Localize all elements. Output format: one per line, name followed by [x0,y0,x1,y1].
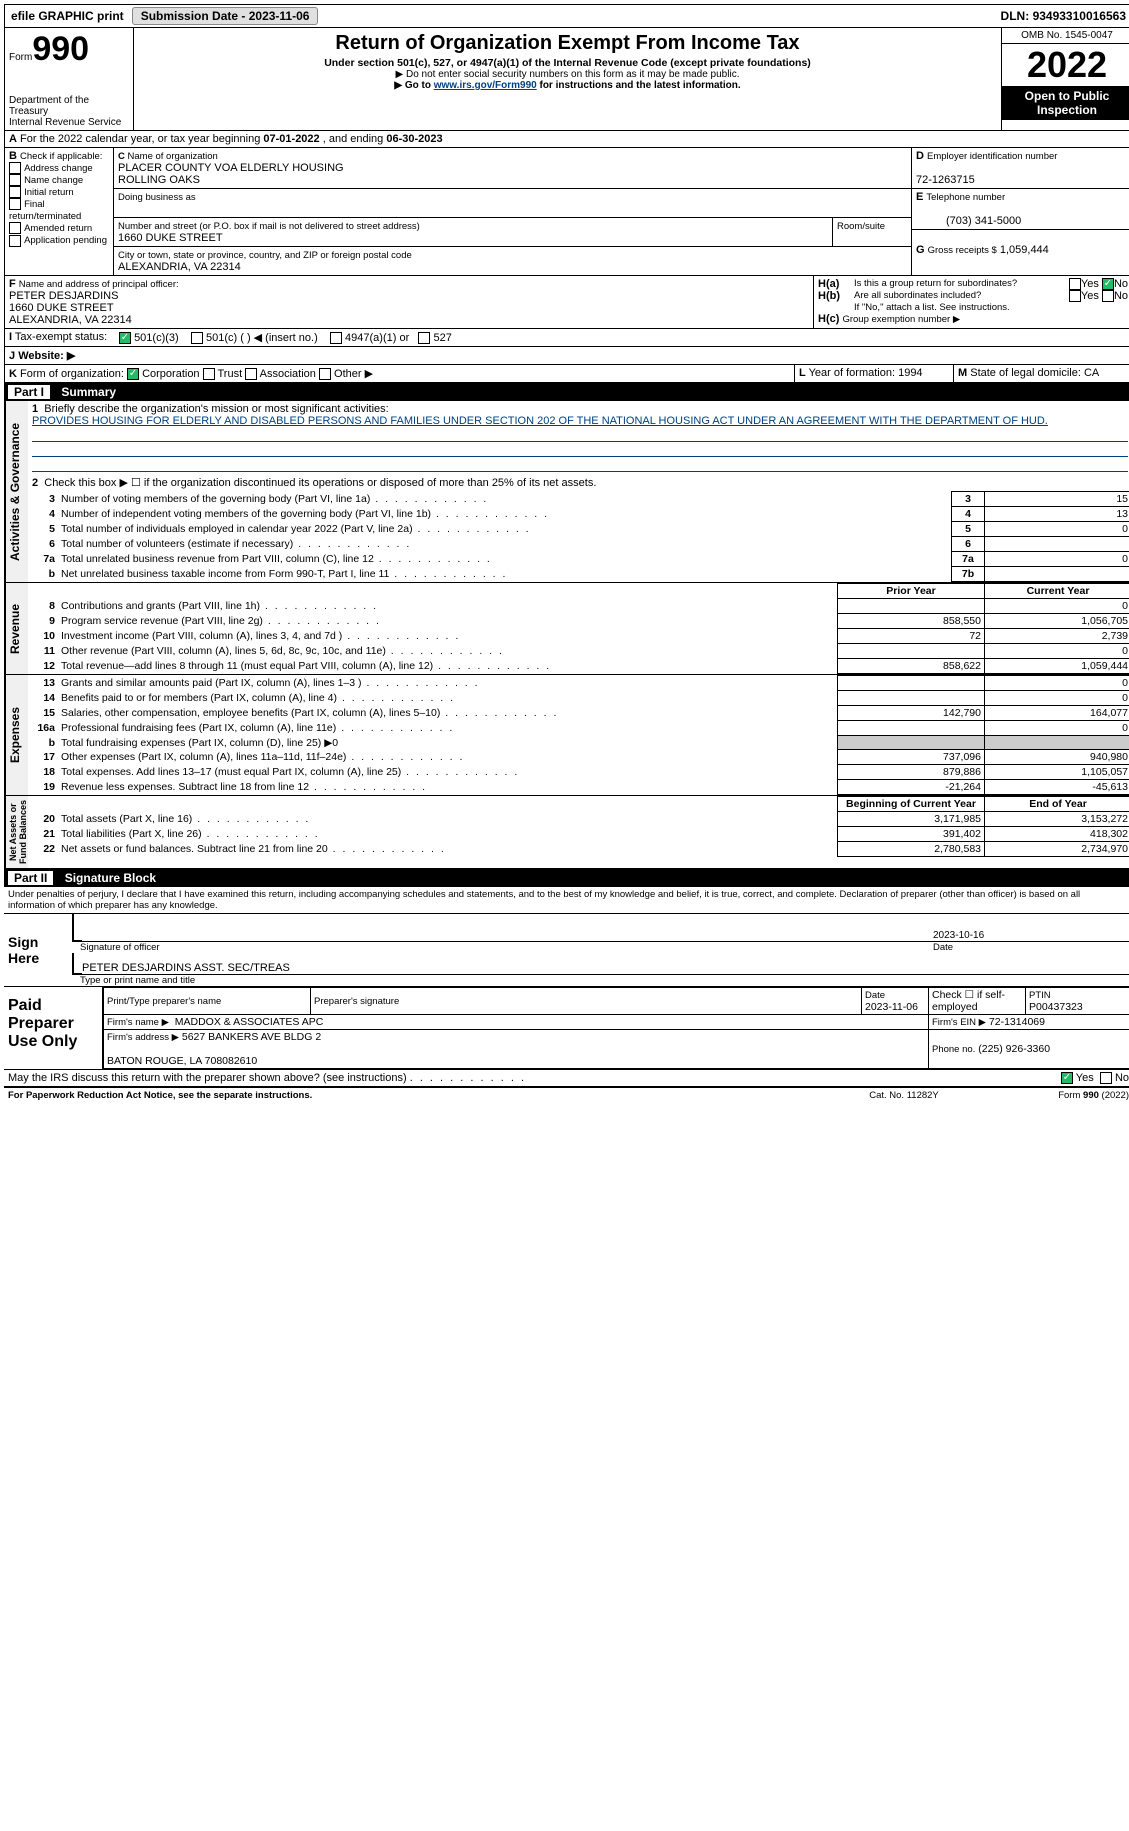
cb-final-return[interactable] [9,198,21,210]
cb-amended-return[interactable] [9,222,21,234]
tax-year: 2022 [1002,43,1129,86]
form-subtitle: Under section 501(c), 527, or 4947(a)(1)… [138,57,997,69]
mission-text: PROVIDES HOUSING FOR ELDERLY AND DISABLE… [32,415,1048,427]
cb-initial-return[interactable] [9,186,21,198]
line-a: A For the 2022 calendar year, or tax yea… [4,131,1129,148]
cb-501c[interactable] [191,332,203,344]
discuss-row: May the IRS discuss this return with the… [4,1070,1129,1088]
cb-address-change[interactable] [9,162,21,174]
penalty-text: Under penalties of perjury, I declare th… [4,887,1129,914]
ein: 72-1263715 [916,174,975,186]
section-fh: F Name and address of principal officer:… [4,276,1129,329]
cb-discuss-yes[interactable] [1061,1072,1073,1084]
netassets-table: Beginning of Current YearEnd of Year20 T… [28,796,1129,857]
org-street: 1660 DUKE STREET [118,232,223,244]
vlabel-expenses: Expenses [5,675,28,795]
form-title: Return of Organization Exempt From Incom… [138,32,997,55]
cb-corp[interactable] [127,368,139,380]
vlabel-governance: Activities & Governance [5,401,28,582]
cb-other[interactable] [319,368,331,380]
part1-header: Part I Summary [4,383,1129,401]
entity-block: B Check if applicable: Address change Na… [4,148,1129,276]
cb-ha-no[interactable] [1102,278,1114,290]
section-j: J Website: ▶ [4,347,1129,365]
part1-body: Activities & Governance 1 Briefly descri… [4,401,1129,583]
cb-name-change[interactable] [9,174,21,186]
expenses-section: Expenses 13 Grants and similar amounts p… [4,675,1129,796]
cb-hb-no[interactable] [1102,290,1114,302]
cb-trust[interactable] [203,368,215,380]
cb-ha-yes[interactable] [1069,278,1081,290]
irs-link[interactable]: www.irs.gov/Form990 [434,80,537,91]
section-deg: D Employer identification number 72-1263… [911,148,1129,275]
cb-501c3[interactable] [119,332,131,344]
phone: (703) 341-5000 [916,215,1021,227]
sign-here-block: Sign Here 2023-10-16 Signature of office… [4,914,1129,987]
paid-preparer-block: Paid Preparer Use Only Print/Type prepar… [4,987,1129,1070]
submission-date-btn[interactable]: Submission Date - 2023-11-06 [132,7,319,25]
footer-row: For Paperwork Reduction Act Notice, see … [4,1088,1129,1103]
section-c: C Name of organization PLACER COUNTY VOA… [114,148,911,275]
cb-4947[interactable] [330,332,342,344]
form-header: Form990 Department of the Treasury Inter… [4,28,1129,131]
cb-assoc[interactable] [245,368,257,380]
org-city: ALEXANDRIA, VA 22314 [118,261,241,273]
dln: DLN: 93493310016563 [995,7,1129,25]
top-bar: efile GRAPHIC print Submission Date - 20… [4,4,1129,28]
open-inspection: Open to Public Inspection [1002,86,1129,120]
section-i: I Tax-exempt status: 501(c)(3) 501(c) ( … [4,329,1129,347]
note-link: ▶ Go to www.irs.gov/Form990 for instruct… [138,80,997,91]
note-ssn: ▶ Do not enter social security numbers o… [138,69,997,80]
vlabel-netassets: Net Assets or Fund Balances [5,796,28,868]
netassets-section: Net Assets or Fund Balances Beginning of… [4,796,1129,869]
section-klm: K Form of organization: Corporation Trus… [4,365,1129,383]
cb-527[interactable] [418,332,430,344]
form-number: 990 [32,30,89,68]
efile-label: efile GRAPHIC print [5,7,130,25]
form-label: Form [9,52,32,63]
part2-header: Part II Signature Block [4,869,1129,887]
cb-hb-yes[interactable] [1069,290,1081,302]
vlabel-revenue: Revenue [5,583,28,674]
org-name: PLACER COUNTY VOA ELDERLY HOUSING ROLLIN… [118,162,344,186]
governance-table: 3 Number of voting members of the govern… [28,491,1129,582]
revenue-section: Revenue Prior YearCurrent Year8 Contribu… [4,583,1129,675]
section-b: B Check if applicable: Address change Na… [5,148,114,275]
expenses-table: 13 Grants and similar amounts paid (Part… [28,675,1129,795]
dept-label: Department of the Treasury Internal Reve… [9,95,129,128]
gross-receipts: 1,059,444 [1000,244,1049,256]
revenue-table: Prior YearCurrent Year8 Contributions an… [28,583,1129,674]
cb-application-pending[interactable] [9,235,21,247]
omb-label: OMB No. 1545-0047 [1002,28,1129,43]
cb-discuss-no[interactable] [1100,1072,1112,1084]
